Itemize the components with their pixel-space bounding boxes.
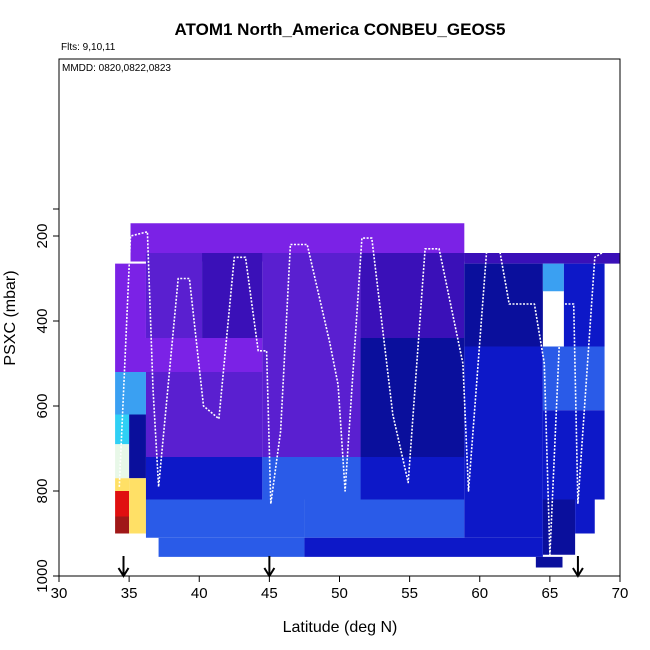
y-tick-label: 400	[34, 308, 51, 333]
x-tick-label: 55	[401, 585, 418, 602]
y-axis-label: PSXC (mbar)	[2, 270, 19, 365]
heatmap-cell	[535, 556, 563, 568]
heatmap-cells	[115, 223, 620, 568]
chart-title: ATOM1 North_America CONBEU_GEOS5	[175, 20, 506, 39]
heatmap-cell	[464, 499, 543, 538]
heatmap-cell	[542, 346, 605, 411]
x-tick-label: 60	[471, 585, 488, 602]
heatmap-cell	[464, 263, 543, 347]
heatmap-cell	[145, 372, 263, 457]
heatmap-cell	[304, 537, 543, 557]
heatmap-cell	[115, 444, 130, 479]
y-axis: 200 400 600 800 1000	[34, 208, 59, 593]
heatmap-cell	[464, 457, 543, 500]
heatmap-cell	[115, 338, 263, 372]
heatmap-cell	[158, 537, 305, 557]
x-tick-label: 30	[51, 585, 68, 602]
heatmap-cell	[145, 499, 305, 538]
y-tick-label: 200	[34, 223, 51, 248]
heatmap-cell	[145, 457, 263, 500]
heatmap-cell	[464, 253, 620, 264]
heatmap-cell	[115, 478, 130, 491]
heatmap-cell	[115, 263, 146, 338]
heatmap-cell	[542, 263, 564, 292]
heatmap-cell	[202, 253, 263, 338]
heatmap-cell	[542, 499, 576, 555]
x-tick-label: 50	[331, 585, 348, 602]
x-tick-label: 70	[612, 585, 629, 602]
heatmap-cell	[115, 491, 130, 517]
heatmap-cell	[563, 263, 605, 347]
x-tick-label: 40	[191, 585, 208, 602]
x-axis: 30 35 40 45 50 55 60 65 70	[51, 576, 629, 602]
heatmap-cell	[262, 253, 361, 330]
x-axis-label: Latitude (deg N)	[283, 619, 398, 636]
heatmap-cell	[129, 414, 146, 479]
flight-track-line	[118, 231, 621, 556]
heatmap-cell	[464, 346, 543, 457]
x-tick-label: 65	[542, 585, 559, 602]
y-tick-label: 600	[34, 393, 51, 418]
heatmap-cell	[129, 478, 146, 534]
heatmap-cell	[575, 499, 595, 534]
heatmap-cell	[360, 457, 465, 500]
flight-arrows	[117, 556, 584, 578]
x-tick-label: 45	[261, 585, 278, 602]
y-tick-label: 800	[34, 478, 51, 503]
heatmap-cell	[115, 516, 130, 534]
heatmap-cell	[262, 329, 361, 457]
flight-track	[118, 231, 621, 556]
heatmap-cell	[304, 499, 465, 538]
heatmap-cell	[360, 338, 465, 457]
heatmap-cell	[542, 410, 605, 500]
heatmap-cell	[360, 253, 465, 338]
x-tick-label: 35	[121, 585, 138, 602]
heatmap-cell	[115, 372, 146, 415]
heatmap-cell	[262, 457, 361, 500]
dates-label: MMDD: 0820,0822,0823	[62, 63, 171, 74]
flights-label: Flts: 9,10,11	[61, 42, 116, 53]
y-tick-label: 1000	[34, 559, 51, 592]
